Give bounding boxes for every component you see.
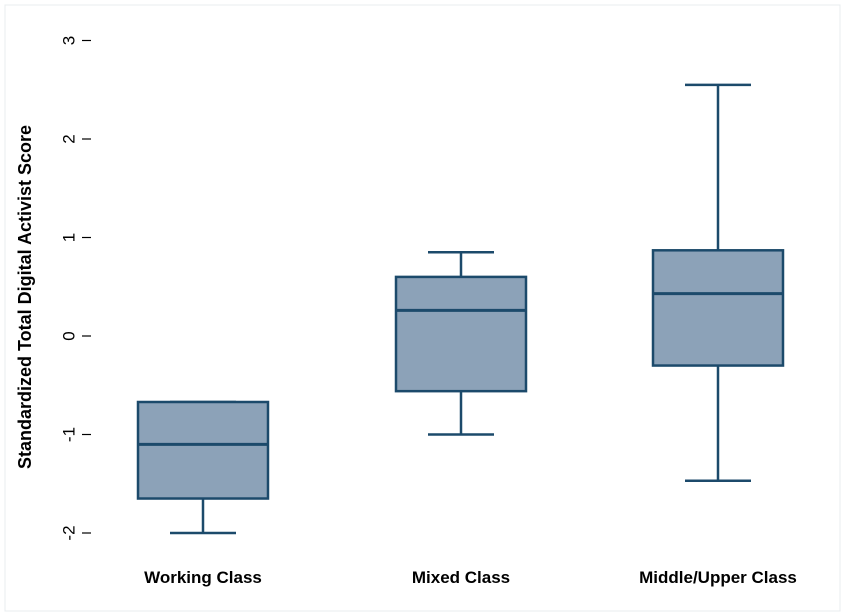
iqr-box: [394, 275, 528, 393]
y-tick-label: 3: [59, 36, 78, 45]
y-tick-label: 2: [59, 134, 78, 143]
box-2: [394, 251, 528, 436]
y-tick-label: -2: [59, 525, 78, 540]
y-tick-label: 1: [59, 233, 78, 242]
box-series: [136, 83, 785, 535]
x-category-label: Middle/Upper Class: [639, 568, 797, 587]
box-1: [136, 400, 270, 535]
x-axis-labels: Working Class Mixed Class Middle/Upper Cla…: [144, 568, 797, 587]
iqr-box: [136, 400, 270, 500]
box-3: [651, 83, 785, 483]
iqr-box: [651, 249, 785, 367]
y-tick-label: 0: [59, 331, 78, 340]
x-category-label: Mixed Class: [412, 568, 510, 587]
y-axis-label: Standardized Total Digital Activist Scor…: [15, 125, 35, 469]
x-category-label: Working Class: [144, 568, 262, 587]
y-axis: -2 -1 0 1 2 3: [59, 36, 91, 541]
y-tick-label: -1: [59, 427, 78, 442]
